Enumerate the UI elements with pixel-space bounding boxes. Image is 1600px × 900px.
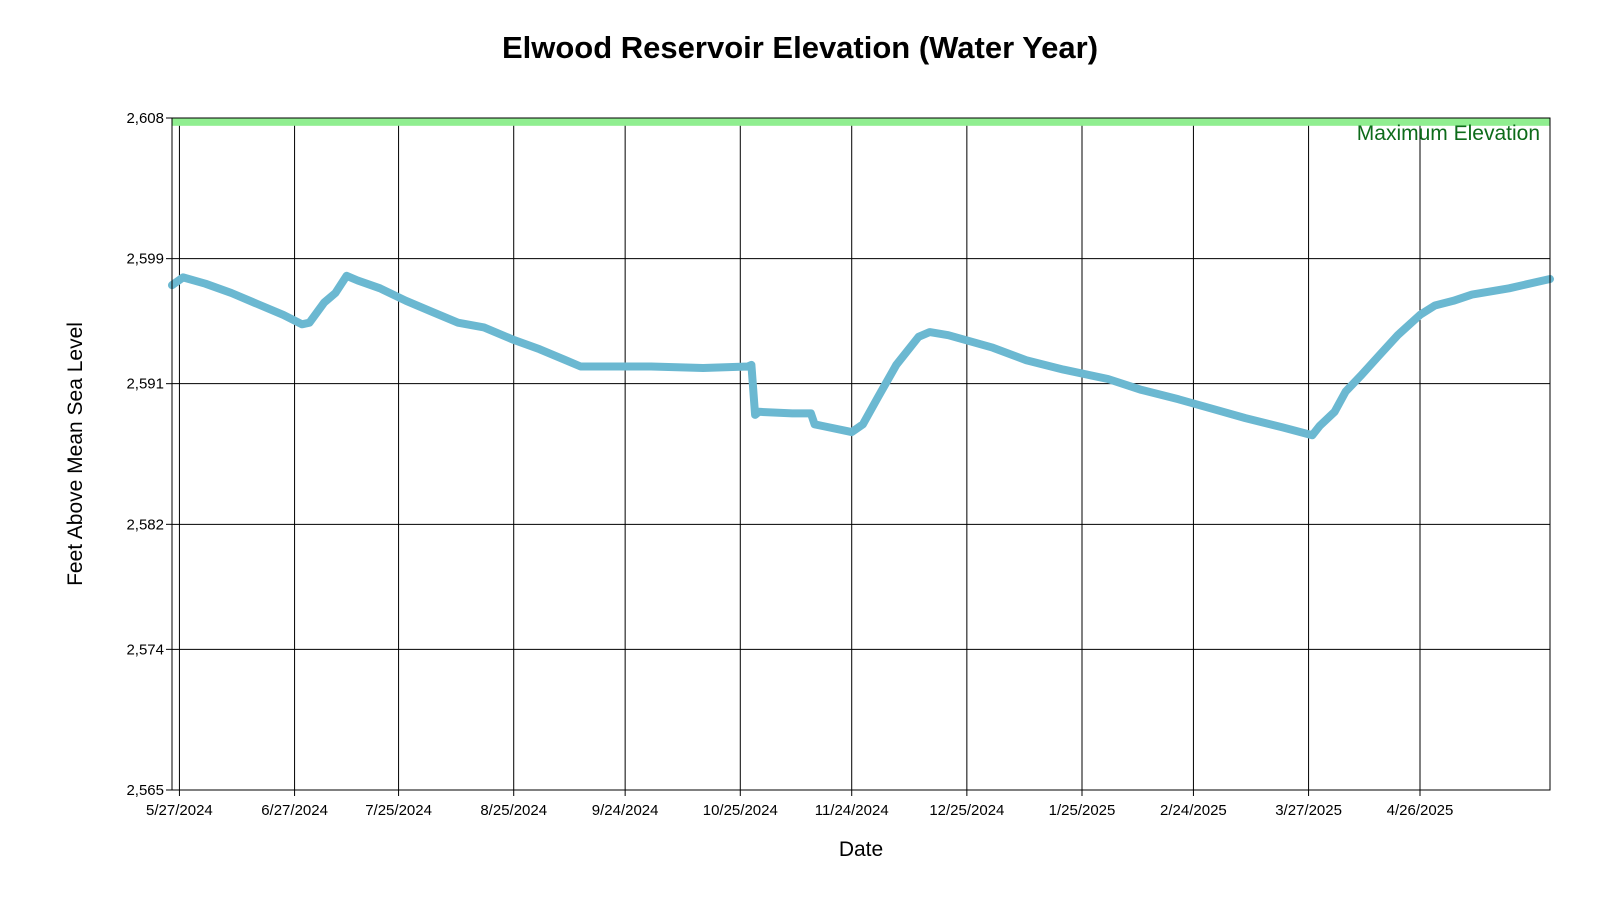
data-point <box>809 411 813 415</box>
data-point <box>894 363 898 367</box>
data-point <box>991 346 995 350</box>
maximum-elevation-label: Maximum Elevation <box>1357 122 1540 145</box>
data-point <box>1451 299 1455 303</box>
y-tick-label: 2,582 <box>126 516 164 533</box>
data-point <box>430 310 434 314</box>
data-point <box>1139 388 1143 392</box>
data-point <box>1106 377 1110 381</box>
elevation-series-line <box>168 271 1554 440</box>
x-tick-label: 10/25/2024 <box>703 802 778 819</box>
data-point <box>1470 293 1474 297</box>
data-point <box>1418 313 1422 317</box>
x-axis-title: Date <box>839 838 883 861</box>
data-point <box>1024 358 1028 362</box>
data-point <box>300 322 304 326</box>
data-point <box>333 291 337 295</box>
x-tick-label: 1/25/2025 <box>1049 802 1116 819</box>
data-point <box>753 413 757 417</box>
data-point <box>181 275 185 279</box>
series-layer <box>168 271 1554 440</box>
data-point <box>404 299 408 303</box>
x-tick-label: 7/25/2024 <box>365 802 432 819</box>
data-point <box>482 325 486 329</box>
data-point <box>1310 433 1314 437</box>
data-point <box>917 335 921 339</box>
x-tick-label: 8/25/2024 <box>480 802 547 819</box>
y-tick-label: 2,591 <box>126 376 164 393</box>
y-axis-title: Feet Above Mean Sea Level <box>64 322 87 586</box>
data-point <box>1396 333 1400 337</box>
data-point <box>1344 389 1348 393</box>
data-point <box>746 364 750 368</box>
data-point <box>345 274 349 278</box>
data-point <box>1318 424 1322 428</box>
data-point <box>229 291 233 295</box>
chart-title: Elwood Reservoir Elevation (Water Year) <box>501 30 1099 65</box>
data-point <box>322 300 326 304</box>
grid-lines <box>172 117 1550 791</box>
data-point <box>281 313 285 317</box>
data-point <box>564 358 568 362</box>
data-point <box>1243 416 1247 420</box>
data-point <box>1281 425 1285 429</box>
data-point <box>608 364 612 368</box>
data-point <box>456 321 460 325</box>
plot-frame <box>171 117 1551 791</box>
data-point <box>850 430 854 434</box>
data-point <box>538 347 542 351</box>
data-point <box>1507 286 1511 290</box>
data-point <box>701 366 705 370</box>
x-tick-label: 9/24/2024 <box>592 802 659 819</box>
y-tick-label: 2,574 <box>126 641 164 658</box>
data-point <box>255 302 259 306</box>
data-point <box>1377 354 1381 358</box>
data-point <box>790 411 794 415</box>
x-tick-label: 12/25/2024 <box>929 802 1004 819</box>
x-tick-label: 2/24/2025 <box>1160 802 1227 819</box>
data-point <box>749 363 753 367</box>
x-tick-label: 3/27/2025 <box>1275 802 1342 819</box>
data-point <box>876 396 880 400</box>
data-point <box>203 282 207 286</box>
data-point <box>820 424 824 428</box>
x-tick-label: 6/27/2024 <box>261 802 328 819</box>
y-tick-label: 2,599 <box>126 251 164 268</box>
data-point <box>378 286 382 290</box>
y-tick-label: 2,565 <box>126 782 164 799</box>
data-point <box>813 422 817 426</box>
data-point <box>928 330 932 334</box>
x-tick-label: 4/26/2025 <box>1387 802 1454 819</box>
data-point <box>861 422 865 426</box>
data-point <box>1433 304 1437 308</box>
x-tick-label: 5/27/2024 <box>146 802 213 819</box>
data-point <box>1333 410 1337 414</box>
data-point <box>512 338 516 342</box>
maximum-elevation-band <box>172 118 1550 126</box>
data-point <box>649 364 653 368</box>
data-point <box>1210 407 1214 411</box>
data-point <box>1177 397 1181 401</box>
x-tick-label: 11/24/2024 <box>815 802 889 819</box>
x-axis-ticks: 5/27/2024 6/27/2024 7/25/2024 8/25/2024 9/24… <box>146 790 1453 819</box>
data-point <box>307 321 311 325</box>
y-tick-label: 2,608 <box>126 110 164 127</box>
data-point <box>1061 368 1065 372</box>
data-point <box>579 364 583 368</box>
data-point <box>1359 374 1363 378</box>
y-axis-ticks: 2,608 2,599 2,591 2,582 2,574 2,565 <box>126 110 172 799</box>
data-point <box>356 279 360 283</box>
data-point <box>946 333 950 337</box>
data-point <box>757 410 761 414</box>
